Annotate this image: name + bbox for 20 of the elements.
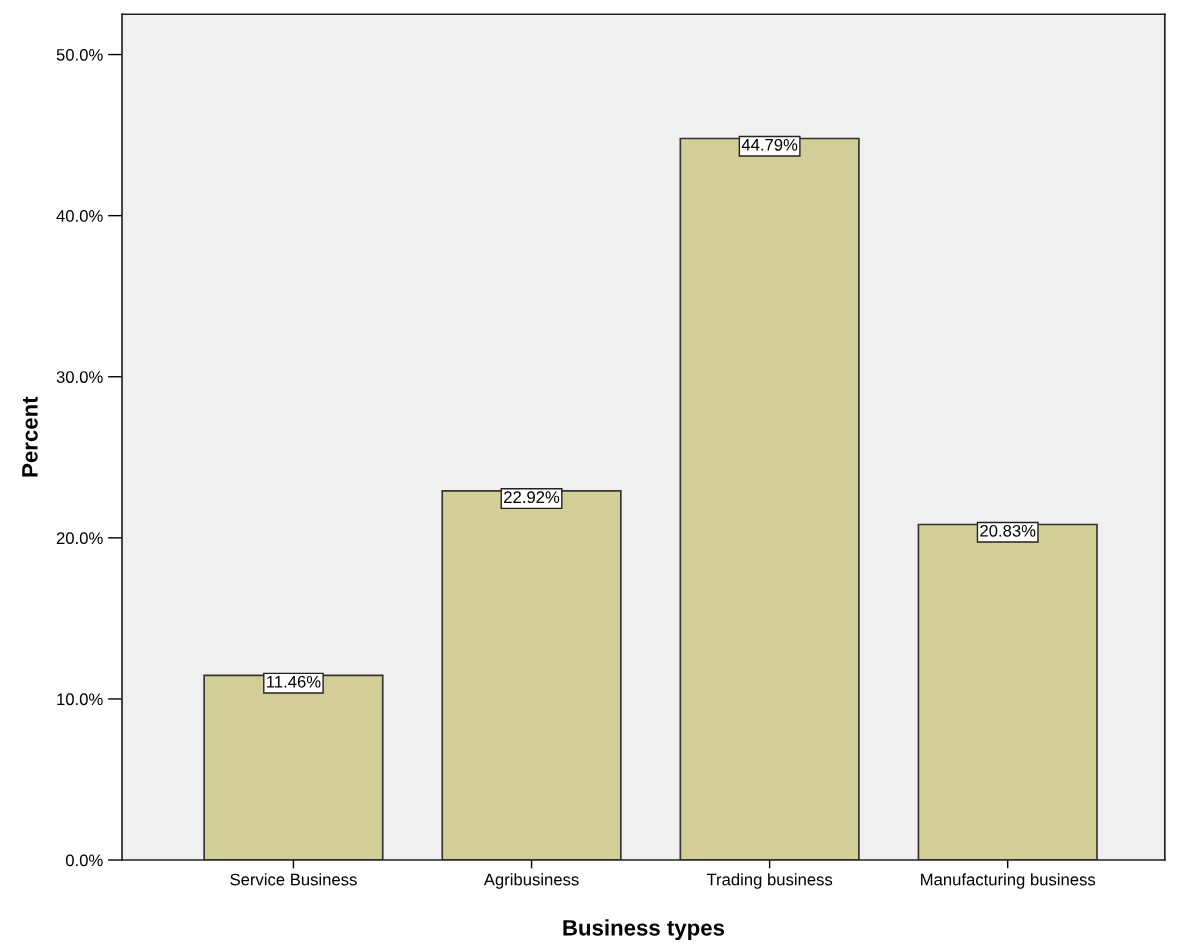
y-tick-label: 10.0% [57,693,103,706]
x-tick-label: Trading business [706,873,833,889]
y-axis-title: Percent [22,396,38,477]
y-tick-label: 20.0% [56,532,103,545]
y-tick-label: 30.0% [56,371,103,383]
x-tick-label: Agribusiness [483,873,579,889]
y-tick-label: 50.0% [56,48,103,61]
y-tick-label: 0.0% [65,854,103,867]
bar [917,523,1098,861]
bar [441,489,622,861]
data-label: 20.83% [980,524,1036,537]
x-tick-label: Service Business [230,873,357,886]
y-tick-label: 40.0% [56,210,103,222]
data-label: 11.46% [267,675,321,688]
x-axis-title: Business types [563,919,725,941]
bar [203,674,384,861]
data-label: 22.92% [504,491,560,504]
x-tick-label: Manufacturing business [921,873,1096,889]
bar [679,137,860,861]
data-label: 44.79% [741,138,798,151]
